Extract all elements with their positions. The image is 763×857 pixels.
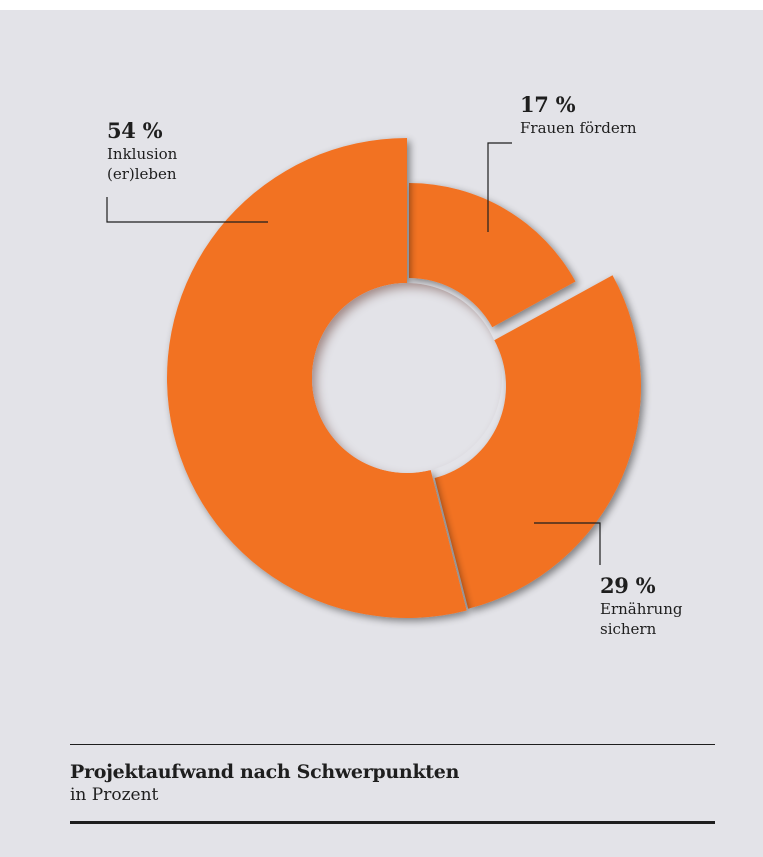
slice-value-label-frauen: 17 % bbox=[520, 92, 576, 117]
chart-subtitle: in Prozent bbox=[70, 785, 159, 805]
caption-rule-top bbox=[70, 744, 715, 745]
donut-hole bbox=[312, 283, 502, 473]
slice-frauen bbox=[409, 183, 576, 328]
callout-frauen: 17 % Frauen fördern bbox=[520, 92, 710, 138]
slice-label-ernaehrung-line2: sichern bbox=[600, 620, 657, 638]
chart-title: Projektaufwand nach Schwerpunkten bbox=[70, 761, 460, 783]
top-band bbox=[0, 0, 763, 10]
slice-label-frauen: Frauen fördern bbox=[520, 119, 637, 137]
slice-label-inklusion-line2: (er)leben bbox=[107, 165, 177, 183]
leader-line-inklusion bbox=[106, 197, 268, 223]
slice-value-label-ernaehrung: 29 % bbox=[600, 573, 656, 598]
slice-label-inklusion-line1: Inklusion bbox=[107, 145, 178, 163]
leader-line-ernaehrung bbox=[534, 522, 601, 565]
caption-rule-bottom bbox=[70, 821, 715, 824]
donut-chart bbox=[106, 138, 641, 618]
slices bbox=[167, 138, 641, 618]
chart-caption: Projektaufwand nach Schwerpunkten in Pro… bbox=[70, 760, 715, 806]
callout-ernaehrung: 29 % Ernährung sichern bbox=[600, 573, 740, 639]
callout-inklusion: 54 % Inklusion (er)leben bbox=[107, 118, 247, 184]
slice-inklusion bbox=[167, 138, 467, 618]
slice-ernaehrung bbox=[434, 275, 641, 609]
slice-label-ernaehrung-line1: Ernährung bbox=[600, 600, 683, 618]
donut-chart-svg bbox=[106, 138, 641, 618]
slice-value-label-inklusion: 54 % bbox=[107, 118, 163, 143]
leader-lines bbox=[106, 142, 601, 565]
leader-line-frauen bbox=[487, 142, 512, 232]
